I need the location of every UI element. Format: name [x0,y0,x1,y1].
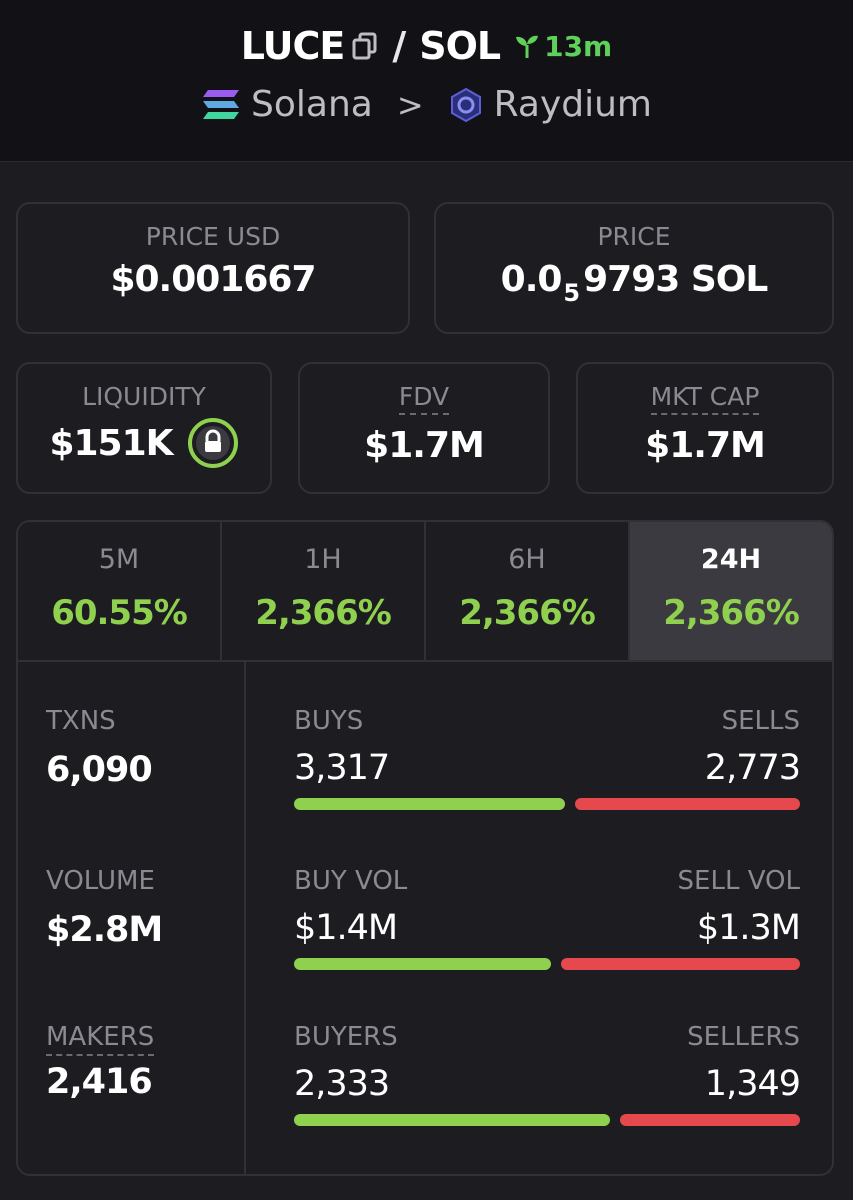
buy-vol-value: $1.4M [294,908,398,948]
sell-vol-label: SELL VOL [677,866,800,896]
chevron-right-icon: > [396,85,424,124]
liquidity-card: LIQUIDITY $151K [16,362,272,494]
buyers-sellers-split: BUYERS SELLERS 2,333 1,349 [294,1022,801,1126]
fdv-value: $1.7M [364,425,485,466]
pair-age: 13m [514,30,612,63]
pair-age-text: 13m [544,29,613,63]
tab-6h[interactable]: 6H 2,366% [426,522,630,660]
price-native-card: PRICE 0.05 9793 SOL [434,202,834,334]
pair-title: LUCE / SOL 13m [0,24,853,68]
pair-separator: / [392,24,406,68]
liquidity-label: LIQUIDITY [82,382,206,411]
tab-label: 24H [700,544,762,575]
volume-split-bar [294,958,800,970]
price-change: 2,366% [663,593,800,633]
sell-vol-bar-fill [561,958,800,970]
tab-24h[interactable]: 24H 2,366% [630,522,832,660]
tab-label: 5M [98,544,140,575]
timeframe-tabs: 5M 60.55% 1H 2,366% 6H 2,366% 24H 2,366% [18,522,832,662]
makers-label[interactable]: MAKERS [46,1022,155,1056]
tab-1h[interactable]: 1H 2,366% [222,522,426,660]
mkt-cap-label[interactable]: MKT CAP [650,382,760,415]
price-native-zero-count: 5 [563,279,580,307]
buyers-value: 2,333 [294,1064,390,1104]
price-change: 60.55% [51,593,188,633]
tab-label: 1H [304,544,342,575]
txns-value: 6,090 [46,750,153,790]
chain-breadcrumb: Solana > Raydium [0,84,853,125]
buys-bar-fill [294,798,565,810]
txn-stats-panel: 5M 60.55% 1H 2,366% 6H 2,366% 24H 2,366%… [16,520,834,1176]
quote-token-symbol: SOL [419,24,501,68]
dex-link[interactable]: Raydium [493,84,652,125]
buyers-label: BUYERS [294,1022,398,1052]
copy-icon[interactable] [352,32,378,60]
lock-icon[interactable] [187,417,239,469]
price-native-digits: 9793 [583,259,680,300]
price-change: 2,366% [255,593,392,633]
liquidity-value: $151K [49,422,173,464]
sells-bar-fill [574,798,800,810]
buys-label: BUYS [294,706,364,736]
fdv-label[interactable]: FDV [398,382,450,415]
sprout-icon [516,35,539,58]
chain-link[interactable]: Solana [251,84,373,125]
price-native-unit: SOL [690,259,768,300]
volume-split: BUY VOL SELL VOL $1.4M $1.3M [294,866,801,970]
volume-value: $2.8M [46,910,163,950]
makers-stat: MAKERS 2,416 [46,1022,155,1102]
txns-stat: TXNS 6,090 [46,706,153,790]
price-usd-label: PRICE USD [145,222,281,251]
sellers-bar-fill [619,1114,800,1126]
volume-label: VOLUME [46,866,155,896]
tab-label: 6H [508,544,546,575]
price-native-label: PRICE [597,222,671,251]
tab-5m[interactable]: 5M 60.55% [18,522,222,660]
buy-vol-label: BUY VOL [294,866,408,896]
mkt-cap-card: MKT CAP $1.7M [576,362,834,494]
sells-label: SELLS [721,706,800,736]
buy-vol-bar-fill [294,958,552,970]
price-native-value: 0.05 9793 SOL [436,259,832,307]
liquidity-value-row: $151K [18,417,270,469]
sells-value: 2,773 [704,748,801,788]
buys-value: 3,317 [294,748,390,788]
sellers-value: 1,349 [704,1064,801,1104]
totals-column: TXNS 6,090 VOLUME $2.8M MAKERS 2,416 [18,662,246,1174]
price-usd-card: PRICE USD $0.001667 [16,202,410,334]
mkt-cap-value: $1.7M [645,425,766,466]
txns-label: TXNS [46,706,116,736]
buys-sells-split: BUYS SELLS 3,317 2,773 [294,706,801,810]
sellers-label: SELLERS [687,1022,800,1052]
raydium-logo-icon [448,87,484,123]
volume-stat: VOLUME $2.8M [46,866,163,950]
makers-value: 2,416 [46,1062,153,1102]
sell-vol-value: $1.3M [696,908,801,948]
buyers-bar-fill [294,1114,610,1126]
solana-logo-icon [201,88,241,122]
base-token-symbol: LUCE [240,24,346,68]
price-native-prefix: 0.0 [500,259,563,300]
price-change: 2,366% [459,593,596,633]
buys-sells-bar [294,798,800,810]
fdv-card: FDV $1.7M [298,362,550,494]
price-usd-value: $0.001667 [110,259,316,300]
buyers-sellers-bar [294,1114,800,1126]
pair-header: LUCE / SOL 13m Solana > [0,0,853,162]
